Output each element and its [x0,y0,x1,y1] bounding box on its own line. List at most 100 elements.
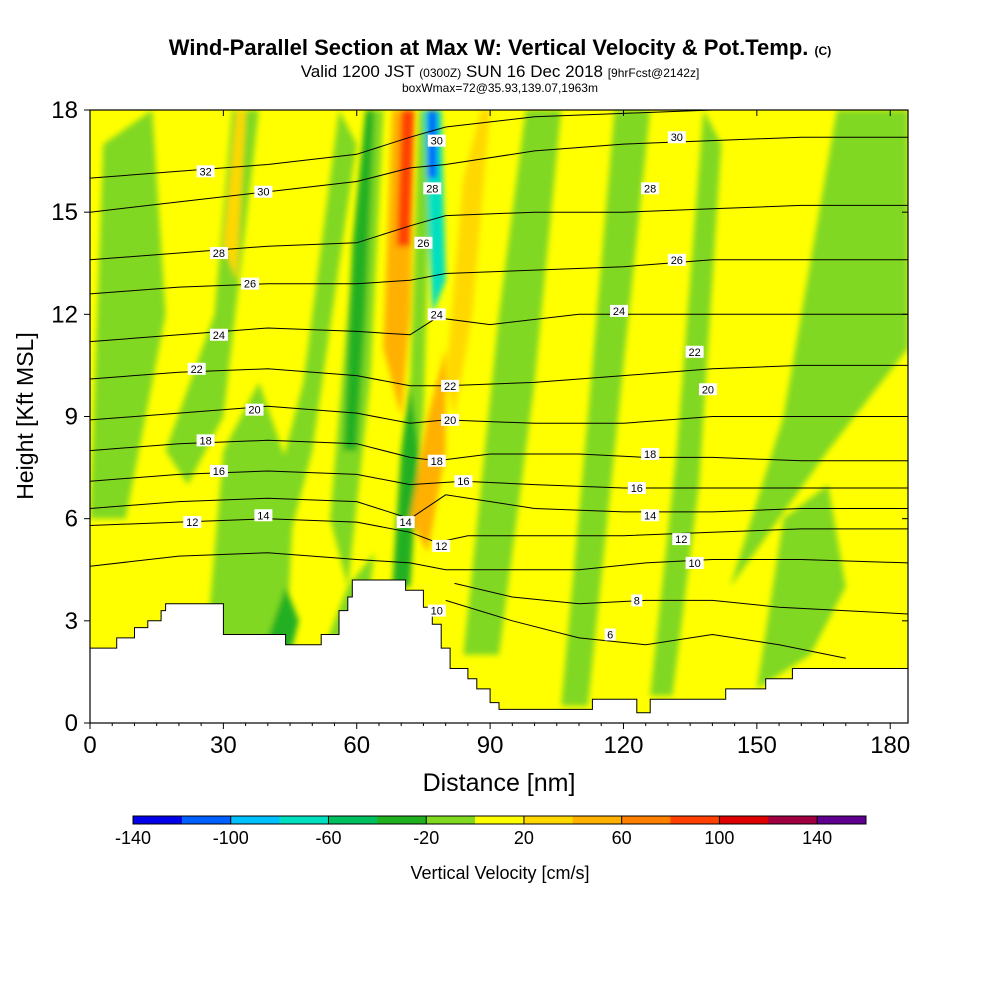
valid-prefix: Valid 1200 JST [300,62,415,81]
contour-label-text: 28 [426,183,438,195]
contour-label-box [427,604,446,617]
contour-label: 18 [427,454,446,468]
contour-label: 18 [641,447,660,461]
contour-label-box [627,482,646,495]
contour-label: 20 [441,413,460,427]
x-tick-label: 0 [83,732,96,759]
colorbar-swatch [523,816,574,824]
contour-label-box [209,464,228,477]
contour-label-box [183,516,202,529]
contour-label-text: 14 [644,510,656,522]
contour-label-text: 12 [435,541,447,553]
contour-label: 22 [187,362,206,376]
contour-label: 26 [241,277,260,291]
contour-label-box [427,454,446,467]
contour-label-box [667,253,686,266]
contour-label-text: 16 [631,483,643,495]
contour-label: 28 [641,182,660,195]
contour-label-text: 22 [444,381,456,393]
colorbar-swatch [719,816,769,824]
contour-label: 26 [667,253,686,267]
contour-label-box [423,182,442,195]
contour-label: 22 [685,345,704,359]
contour-label: 18 [196,434,215,447]
contour-label-box [685,556,704,569]
contour-label-box [641,509,660,522]
y-axis-label: Height [Kft MSL] [12,332,38,499]
forecast-info: [9hrFcst@2142z] [607,66,700,80]
colorbar-tick-label: -20 [413,828,439,848]
contour-label: 20 [698,383,717,396]
y-tick-label: 6 [65,506,78,533]
contour-label-box [604,628,616,641]
contour-label-text: 14 [257,510,269,522]
contour-label-text: 26 [417,238,429,250]
contour-label: 14 [396,516,415,529]
contour-label-text: 16 [213,466,225,478]
y-tick-label: 15 [51,199,78,226]
contour-label: 8 [631,594,643,607]
contour-label-text: 16 [457,476,469,488]
contour-label-box [209,328,228,341]
x-tick-label: 30 [210,732,237,759]
contour-label-text: 26 [671,255,683,267]
colorbar-swatch [621,816,672,824]
contour-label: 28 [423,182,442,195]
contour-label-text: 10 [431,606,443,618]
valid-utc: (0300Z) [419,66,462,80]
velocity-band-green [561,110,651,706]
colorbar-swatch [670,816,720,824]
colorbar: -140 -100 -60 -20 20 60 100 140 [115,815,867,848]
theta-contour-30 [90,136,908,213]
colorbar-swatch [817,816,867,824]
contour-label-box [241,277,260,290]
x-tick-label: 90 [477,732,504,759]
contour-label-text: 24 [431,309,443,321]
contour-label: 30 [667,131,686,144]
contour-label: 14 [254,509,273,522]
contour-label: 12 [183,516,202,529]
colorbar-swatch [279,816,329,824]
contour-label: 16 [209,464,228,478]
axes: 0 30 60 90 120 150 180 0 3 6 9 12 15 18 [51,97,910,759]
contour-label-box [414,236,433,249]
contour-label-text: 18 [199,435,211,447]
colorbar-tick-label: 140 [802,828,832,848]
colorbar-swatch [181,816,232,824]
chart-title-block: Wind-Parallel Section at Max W: Vertical… [0,36,1000,95]
colorbar-tick-label: -60 [315,828,341,848]
contour-label-box [396,516,415,529]
theta-contour-14 [90,494,908,520]
y-tick-label: 0 [65,710,78,737]
contour-label-text: 18 [431,456,443,468]
contour-label: 14 [641,509,660,522]
contour-label-text: 8 [634,595,640,607]
contour-label-box [631,594,643,607]
colorbar-tick-label: -140 [115,828,151,848]
contour-label-box [187,362,206,375]
colorbar-tick-label: -100 [213,828,249,848]
contour-label-box [432,539,451,552]
x-tick-label: 120 [603,732,643,759]
boxwmax-info: boxWmax=72@35.93,139.07,1963m [402,81,598,95]
theta-contour-26 [90,259,908,295]
contour-label: 16 [454,475,473,488]
contour-label-text: 18 [644,449,656,461]
contour-label-box [254,509,273,522]
contour-label: 32 [196,165,215,178]
contour-label-text: 14 [400,517,412,529]
contour-label: 24 [427,308,446,321]
velocity-band-green [90,110,166,519]
velocity-band-green [205,382,295,655]
theta-contour-6 [445,599,846,659]
velocity-band-green [730,110,908,587]
velocity-band-green [392,110,433,587]
colorbar-label: Vertical Velocity [cm/s] [410,863,590,883]
plot-area: 6810121416182022242628303230282624222018… [90,110,908,723]
contour-label: 12 [432,539,451,553]
velocity-band-green [250,110,357,587]
velocity-band-green [650,110,722,696]
theta-contour-28 [90,204,908,261]
contour-label-box [672,533,691,546]
contour-label-text: 32 [199,166,211,178]
